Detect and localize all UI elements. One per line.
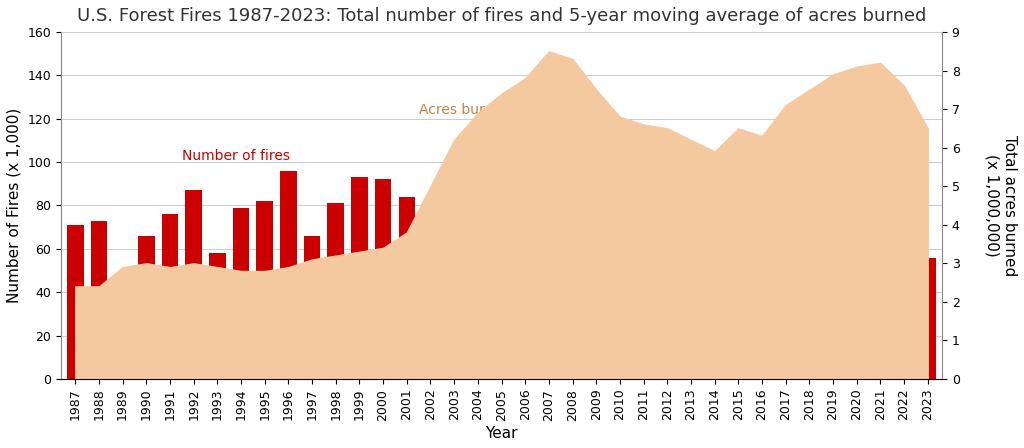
Bar: [256, 201, 273, 379]
Bar: [351, 177, 368, 379]
Bar: [232, 207, 249, 379]
Bar: [824, 271, 842, 379]
Bar: [328, 203, 344, 379]
Bar: [67, 225, 84, 379]
Bar: [281, 171, 297, 379]
Bar: [588, 207, 604, 379]
Bar: [920, 258, 936, 379]
Bar: [730, 232, 746, 379]
Bar: [683, 277, 699, 379]
Bar: [517, 171, 534, 379]
Bar: [375, 180, 391, 379]
Bar: [896, 232, 912, 379]
Y-axis label: Total acres burned
(x 1,000,000): Total acres burned (x 1,000,000): [985, 135, 1017, 276]
Bar: [541, 194, 557, 379]
Bar: [659, 234, 676, 379]
Text: Acres burned: Acres burned: [419, 103, 510, 117]
Bar: [470, 238, 486, 379]
Bar: [91, 221, 108, 379]
Bar: [611, 225, 628, 379]
Text: Number of fires: Number of fires: [182, 149, 290, 163]
Bar: [138, 236, 155, 379]
Bar: [422, 221, 438, 379]
Bar: [162, 214, 178, 379]
Bar: [209, 253, 225, 379]
Bar: [635, 219, 652, 379]
Bar: [494, 236, 510, 379]
Bar: [115, 275, 131, 379]
Title: U.S. Forest Fires 1987-2023: Total number of fires and 5-year moving average of : U.S. Forest Fires 1987-2023: Total numbe…: [77, 7, 926, 25]
Bar: [398, 197, 415, 379]
Bar: [185, 190, 202, 379]
Bar: [564, 207, 581, 379]
Bar: [872, 251, 889, 379]
Bar: [707, 242, 723, 379]
Bar: [445, 242, 463, 379]
Bar: [801, 253, 817, 379]
Y-axis label: Number of Fires (x 1,000): Number of Fires (x 1,000): [7, 108, 22, 303]
Bar: [304, 236, 321, 379]
X-axis label: Year: Year: [485, 426, 518, 441]
Bar: [777, 225, 794, 379]
Bar: [849, 251, 865, 379]
Bar: [754, 232, 770, 379]
